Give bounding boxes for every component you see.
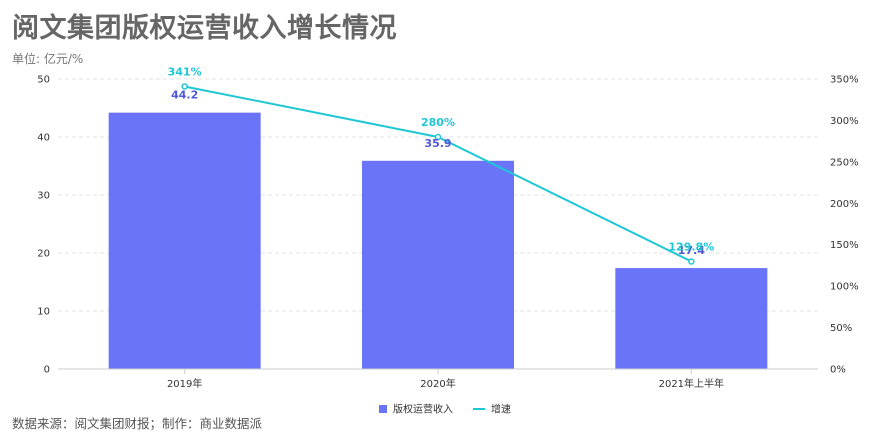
x-tick-label: 2019年 [167, 377, 202, 390]
y-left-tick-label: 40 [37, 133, 50, 144]
bar [615, 268, 768, 369]
y-left-tick-label: 50 [37, 75, 50, 86]
y-right-tick-label: 200% [830, 199, 859, 210]
y-right-tick-label: 100% [830, 282, 859, 293]
bar [108, 112, 261, 369]
bar-value-label: 17.4 [678, 244, 705, 257]
growth-value-label: 280% [421, 116, 455, 129]
y-right-tick-label: 50% [830, 323, 852, 334]
x-tick-label: 2021年上半年 [659, 377, 724, 390]
left-axis: 0 10 20 30 40 50 [37, 75, 50, 376]
y-right-tick-label: 350% [830, 75, 859, 86]
x-axis: 2019年 2020年 2021年上半年 [58, 368, 818, 390]
y-right-tick-label: 300% [830, 116, 859, 127]
data-labels: 44.2 35.9 17.4 341% 280% 129.8% [168, 65, 715, 257]
growth-value-label: 341% [168, 65, 202, 78]
legend-bar-label: 版权运营收入 [393, 403, 453, 416]
x-tick-label: 2020年 [420, 377, 455, 390]
y-left-tick-label: 20 [37, 249, 50, 260]
growth-point [434, 133, 442, 141]
source-note: 数据来源：阅文集团财报；制作：商业数据派 [12, 416, 263, 431]
y-left-tick-label: 10 [37, 307, 50, 318]
legend-line-label: 增速 [491, 403, 511, 416]
bar-value-label: 35.9 [424, 137, 451, 150]
legend-bar-swatch [379, 405, 387, 413]
right-axis: 0% 50% 100% 150% 200% 250% 300% 350% [830, 75, 859, 376]
y-left-tick-label: 30 [37, 191, 50, 202]
unit-label: 单位: 亿元/% [12, 52, 84, 66]
bar-series [108, 112, 768, 369]
y-right-tick-label: 250% [830, 157, 859, 168]
line-series [181, 83, 695, 265]
y-right-tick-label: 0% [830, 365, 846, 376]
bar [362, 160, 514, 369]
growth-value-label: 129.8% [668, 240, 714, 253]
chart-title: 阅文集团版权运营收入增长情况 [12, 13, 397, 44]
growth-point [181, 83, 188, 90]
growth-point [688, 258, 695, 265]
y-left-tick-label: 0 [44, 365, 50, 376]
legend: 版权运营收入 增速 [379, 403, 511, 416]
y-right-tick-label: 150% [830, 240, 859, 251]
bar-value-label: 44.2 [171, 89, 198, 102]
